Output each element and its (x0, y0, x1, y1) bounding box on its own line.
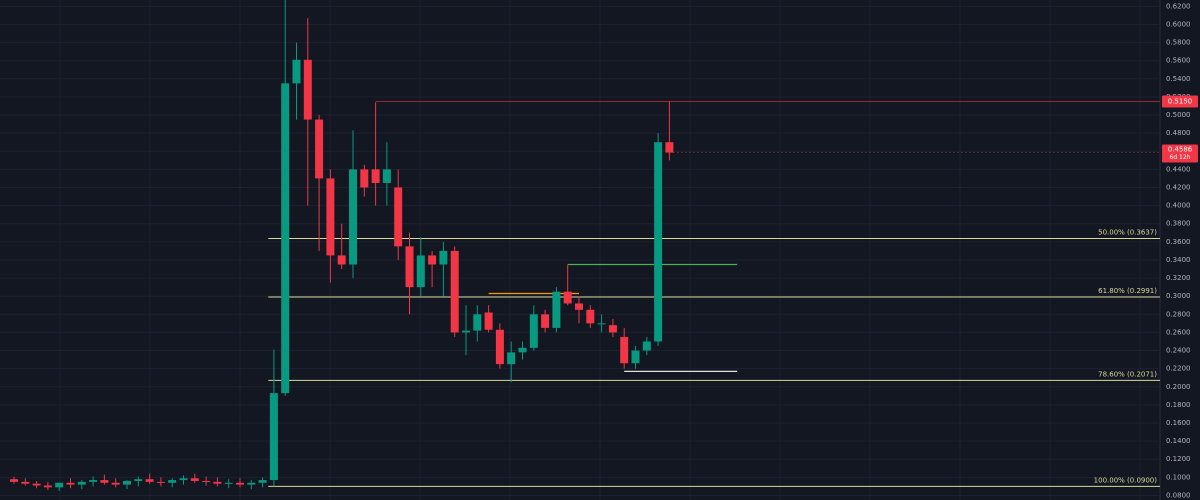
candle-body (258, 480, 267, 483)
candle-body (586, 309, 595, 324)
y-tick-label: 0.3400 (1166, 256, 1191, 264)
candle-body (620, 336, 629, 364)
candle-body (382, 169, 391, 183)
candle-body (100, 480, 109, 483)
fib-label: 50.00% (0.3637) (1098, 228, 1157, 236)
y-tick-label: 0.2000 (1166, 383, 1191, 391)
candle-body (349, 169, 357, 265)
y-tick-label: 0.1800 (1166, 401, 1191, 409)
candle-body (665, 142, 674, 153)
candle-body (642, 341, 651, 351)
candle-body (631, 350, 640, 364)
y-tick-label: 0.2400 (1166, 347, 1191, 355)
candle-body (43, 485, 52, 488)
candle-body (202, 480, 211, 482)
candle-body (32, 483, 41, 486)
y-tick-label: 0.6200 (1166, 2, 1191, 10)
candle-body (77, 481, 86, 485)
countdown-label: 6d 12h (1170, 154, 1191, 161)
candle-body (405, 246, 414, 288)
y-tick-label: 0.5000 (1166, 111, 1191, 119)
candle-body (111, 482, 120, 485)
candle-body (156, 481, 165, 483)
y-tick-label: 0.5400 (1166, 75, 1191, 83)
y-tick-label: 0.1400 (1166, 437, 1191, 445)
candle-body (337, 255, 346, 265)
y-tick-label: 0.6000 (1166, 20, 1191, 28)
candle-body (281, 83, 290, 394)
candle-body (55, 482, 64, 488)
candle-body (518, 347, 527, 353)
candle-body (236, 482, 244, 485)
y-tick-label: 0.3000 (1166, 292, 1191, 300)
candle-body (462, 330, 470, 333)
candle-body (428, 255, 437, 265)
candle-body (292, 59, 301, 84)
candle-body (495, 329, 504, 365)
y-tick-label: 0.2200 (1166, 365, 1191, 373)
fib-label: 78.60% (0.2071) (1098, 370, 1157, 378)
candle-body (145, 479, 154, 482)
candle-body (575, 303, 583, 310)
y-tick-label: 0.5800 (1166, 39, 1191, 47)
candle-body (247, 482, 256, 485)
candle-body (315, 119, 324, 179)
y-tick-label: 0.3600 (1166, 238, 1191, 246)
candle-body (541, 314, 550, 328)
last-price-box (1162, 144, 1198, 163)
y-tick-label: 0.2800 (1166, 310, 1191, 318)
candle-body (563, 291, 572, 304)
candle-body (190, 478, 199, 481)
candle-body (123, 480, 131, 485)
candle-body (529, 314, 538, 348)
candle-body (473, 314, 482, 331)
candle-body (371, 169, 380, 183)
y-tick-label: 0.0800 (1166, 491, 1191, 499)
candle-body (552, 291, 561, 328)
candle-body (179, 478, 188, 481)
candle-body (269, 393, 278, 481)
y-tick-label: 0.1600 (1166, 419, 1191, 427)
candle-body (608, 325, 617, 333)
fib-label: 61.80% (0.2991) (1098, 287, 1157, 295)
candle-body (168, 480, 177, 483)
fib-label: 100.00% (0.0900) (1094, 476, 1158, 484)
candle-body (597, 323, 606, 325)
candle-body (360, 169, 369, 188)
candle-body (303, 59, 312, 120)
candle-body (439, 250, 448, 265)
y-tick-label: 0.4800 (1166, 129, 1191, 137)
price-axis (1160, 0, 1200, 500)
last-price-label: 0.4586 (1168, 146, 1193, 154)
candle-body (416, 255, 425, 288)
candle-body (224, 482, 233, 484)
y-tick-label: 0.2600 (1166, 328, 1191, 336)
y-tick-label: 0.4000 (1166, 202, 1191, 210)
y-tick-label: 0.1200 (1166, 455, 1191, 463)
y-tick-label: 0.5600 (1166, 57, 1191, 65)
candle-body (484, 312, 493, 330)
candle-body (507, 352, 516, 365)
y-tick-label: 0.4400 (1166, 165, 1191, 173)
candle-body (21, 481, 30, 484)
y-tick-label: 0.1000 (1166, 473, 1191, 481)
y-tick-label: 0.3200 (1166, 274, 1191, 282)
y-tick-label: 0.4200 (1166, 184, 1191, 192)
candle-body (450, 250, 459, 333)
candle-body (394, 187, 403, 247)
candle-body (10, 479, 18, 482)
candle-body (66, 482, 75, 485)
candle-body (134, 479, 143, 481)
high-label-box (1162, 95, 1198, 108)
candle-body (213, 481, 222, 484)
candle-body (326, 178, 335, 256)
candle-body (654, 142, 663, 342)
high-label: 0.5150 (1168, 97, 1193, 105)
candle-body (89, 480, 98, 482)
y-tick-label: 0.3800 (1166, 220, 1191, 228)
